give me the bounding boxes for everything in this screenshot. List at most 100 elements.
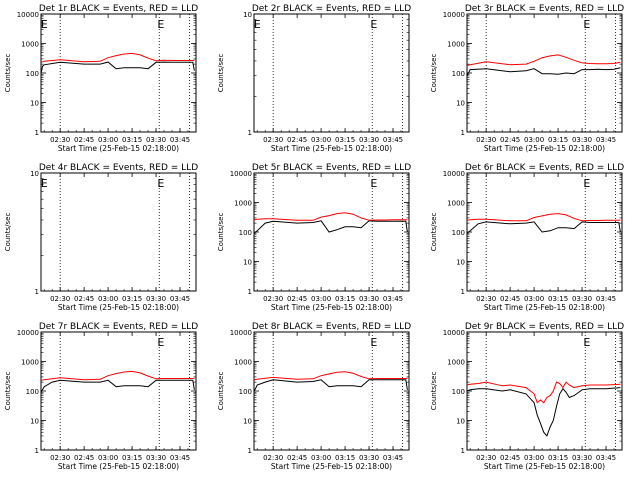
x-tick-label: 02:30 — [476, 295, 496, 303]
event-marker: E — [41, 18, 48, 31]
x-tick-label: 03:30 — [359, 454, 379, 462]
y-tick-label: 10000 — [443, 11, 465, 19]
x-tick-label: 02:30 — [50, 136, 70, 144]
y-tick-label: 100 — [452, 70, 465, 78]
event-marker: E — [583, 18, 590, 31]
panel-title: Det 2r BLACK = Events, RED = LLD — [252, 4, 411, 14]
x-tick-label: 03:00 — [311, 136, 331, 144]
x-axis-label: Start Time (25-Feb-15 02:18:00) — [271, 144, 392, 153]
event-marker: E — [583, 177, 590, 190]
lld-series-line — [253, 212, 408, 221]
x-axis-label: Start Time (25-Feb-15 02:18:00) — [58, 144, 179, 153]
panel-title: Det 7r BLACK = Events, RED = LLD — [39, 322, 198, 332]
events-series-line — [466, 221, 621, 234]
y-tick-label: 1000 — [447, 359, 465, 367]
x-tick-label: 02:45 — [287, 454, 307, 462]
x-tick-label: 03:15 — [335, 136, 355, 144]
x-tick-label: 03:45 — [170, 454, 190, 462]
x-tick-label: 03:30 — [146, 136, 166, 144]
x-axis-label: Start Time (25-Feb-15 02:18:00) — [484, 144, 605, 153]
lld-series-line — [466, 54, 621, 66]
y-tick-label: 1 — [461, 129, 465, 137]
x-tick-label: 03:00 — [311, 454, 331, 462]
y-tick-label: 10000 — [17, 11, 39, 19]
panel-title: Det 8r BLACK = Events, RED = LLD — [252, 322, 411, 332]
panel-title: Det 6r BLACK = Events, RED = LLD — [465, 163, 624, 173]
x-tick-label: 03:45 — [170, 295, 190, 303]
x-tick-label: 03:15 — [548, 295, 568, 303]
y-tick-label: 10 — [30, 170, 39, 178]
x-tick-label: 03:00 — [98, 454, 118, 462]
x-tick-label: 02:45 — [74, 454, 94, 462]
event-marker: E — [157, 18, 164, 31]
detector-panel: Det 7r BLACK = Events, RED = LLD 1 10 100 10… — [4, 322, 198, 471]
x-tick-label: 02:45 — [74, 136, 94, 144]
x-tick-label: 02:30 — [50, 454, 70, 462]
y-tick-label: 100 — [26, 388, 39, 396]
plot-frame — [253, 331, 410, 451]
x-tick-label: 03:30 — [146, 295, 166, 303]
x-tick-label: 03:30 — [359, 136, 379, 144]
x-tick-label: 03:00 — [98, 295, 118, 303]
y-tick-label: 1 — [35, 288, 39, 296]
x-tick-label: 03:15 — [548, 136, 568, 144]
y-tick-label: 1000 — [234, 359, 252, 367]
x-tick-label: 02:45 — [74, 295, 94, 303]
panel-title: Det 4r BLACK = Events, RED = LLD — [39, 163, 198, 173]
x-tick-label: 03:45 — [596, 454, 616, 462]
x-axis-label: Start Time (25-Feb-15 02:18:00) — [58, 462, 179, 471]
y-tick-label: 100 — [452, 388, 465, 396]
y-tick-label: 10000 — [17, 329, 39, 337]
y-tick-label: 1 — [35, 447, 39, 455]
x-tick-label: 03:15 — [548, 454, 568, 462]
x-tick-label: 03:30 — [572, 454, 592, 462]
y-tick-label: 10000 — [443, 170, 465, 178]
y-axis-label: Counts/sec — [217, 213, 225, 252]
x-axis-label: Start Time (25-Feb-15 02:18:00) — [484, 462, 605, 471]
y-tick-label: 10 — [456, 259, 465, 267]
x-tick-label: 02:45 — [287, 136, 307, 144]
detector-panel: Det 9r BLACK = Events, RED = LLD 1 10 100 10… — [430, 322, 624, 471]
panel-title: Det 5r BLACK = Events, RED = LLD — [252, 163, 411, 173]
y-tick-label: 1 — [248, 129, 252, 137]
events-series-line — [253, 379, 408, 392]
y-tick-label: 100 — [452, 229, 465, 237]
event-marker: E — [254, 18, 261, 31]
panel-title: Det 3r BLACK = Events, RED = LLD — [465, 4, 624, 14]
y-axis-label: Counts/sec — [430, 372, 438, 411]
x-tick-label: 02:45 — [500, 454, 520, 462]
detector-panel: Det 5r BLACK = Events, RED = LLD 1 10 100 10… — [217, 163, 411, 312]
y-tick-label: 10 — [243, 418, 252, 426]
plot-frame — [466, 331, 623, 451]
x-axis-label: Start Time (25-Feb-15 02:18:00) — [271, 462, 392, 471]
y-tick-label: 10 — [243, 11, 252, 19]
y-tick-label: 100 — [26, 70, 39, 78]
x-axis-label: Start Time (25-Feb-15 02:18:00) — [484, 303, 605, 312]
x-tick-label: 03:30 — [572, 136, 592, 144]
plot-frame — [466, 13, 623, 133]
x-tick-label: 03:45 — [383, 295, 403, 303]
x-tick-label: 03:30 — [572, 295, 592, 303]
events-series-line — [466, 67, 621, 77]
x-axis-label: Start Time (25-Feb-15 02:18:00) — [271, 303, 392, 312]
y-axis-label: Counts/sec — [217, 372, 225, 411]
x-tick-label: 03:15 — [122, 454, 142, 462]
detector-panel: Det 8r BLACK = Events, RED = LLD 1 10 100 10… — [217, 322, 411, 471]
detector-panel: Det 1r BLACK = Events, RED = LLD 1 10 100 10… — [4, 4, 198, 153]
plot-frame — [40, 172, 197, 292]
y-tick-label: 1000 — [21, 359, 39, 367]
detector-panel: Det 4r BLACK = Events, RED = LLD 1 10 Count… — [4, 163, 198, 312]
x-tick-label: 03:30 — [359, 295, 379, 303]
detector-panel: Det 2r BLACK = Events, RED = LLD 1 10 Count… — [217, 4, 411, 153]
event-marker: E — [41, 177, 48, 190]
lld-series-line — [40, 52, 195, 63]
x-tick-label: 03:00 — [524, 295, 544, 303]
detector-panel: Det 6r BLACK = Events, RED = LLD 1 10 100 10… — [430, 163, 624, 312]
y-tick-label: 10 — [243, 259, 252, 267]
x-tick-label: 03:15 — [335, 295, 355, 303]
x-tick-label: 03:45 — [170, 136, 190, 144]
y-axis-label: Counts/sec — [430, 213, 438, 252]
y-tick-label: 1 — [461, 447, 465, 455]
event-marker: E — [370, 177, 377, 190]
y-tick-label: 10 — [456, 418, 465, 426]
